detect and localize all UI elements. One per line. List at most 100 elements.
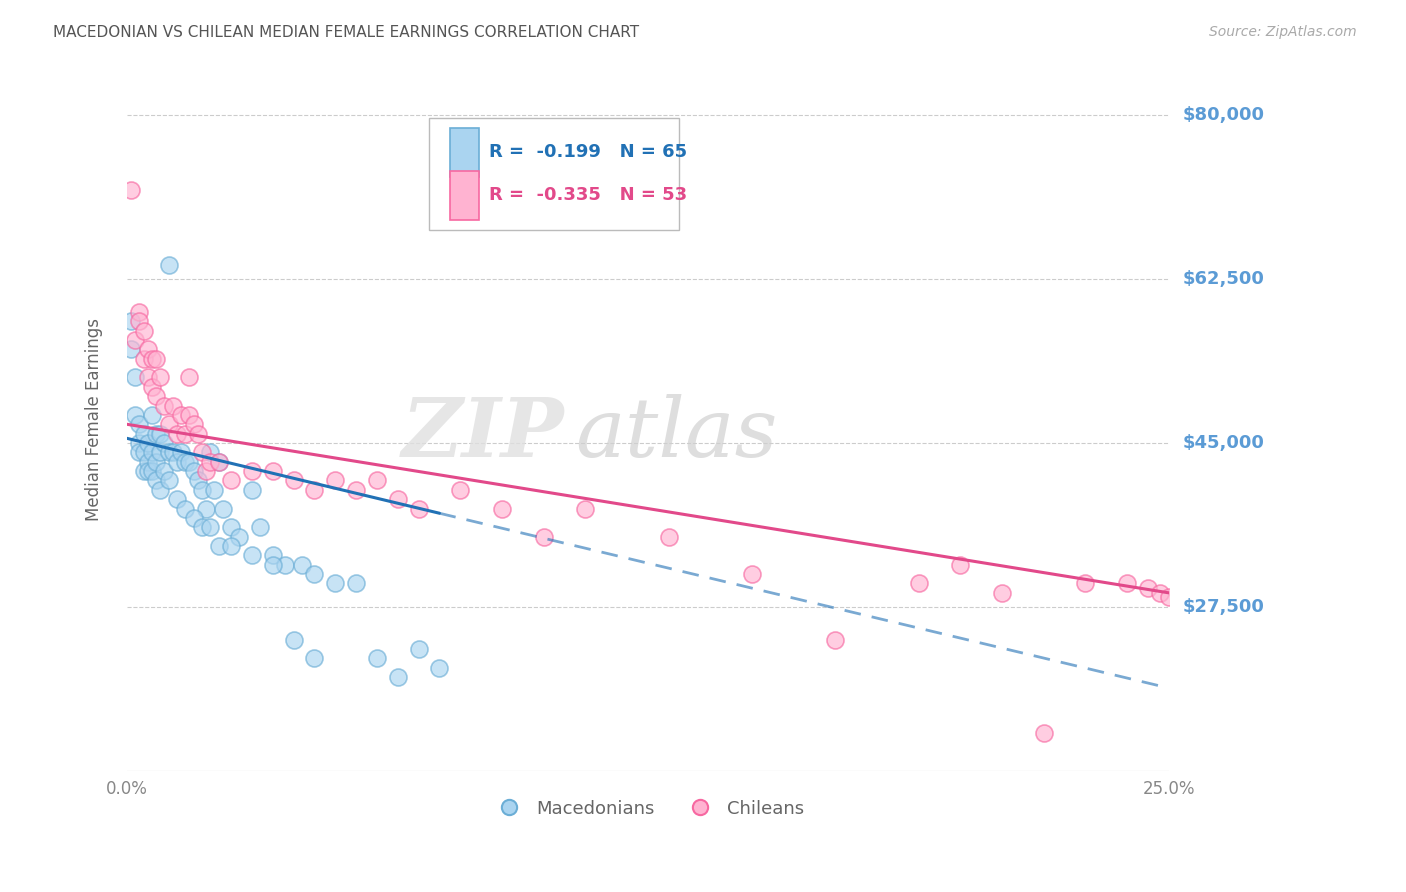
Point xyxy=(1032,726,1054,740)
Point xyxy=(195,464,218,478)
Point xyxy=(211,501,233,516)
Point xyxy=(128,445,150,459)
Point xyxy=(124,408,146,422)
Point xyxy=(120,314,142,328)
Text: $27,500: $27,500 xyxy=(1182,598,1264,615)
Point xyxy=(323,576,346,591)
Point xyxy=(187,474,209,488)
Point xyxy=(174,501,197,516)
Point xyxy=(187,426,209,441)
Point xyxy=(132,426,155,441)
Point xyxy=(174,455,197,469)
Point xyxy=(132,324,155,338)
Text: ZIP: ZIP xyxy=(402,393,564,474)
Point xyxy=(145,351,167,366)
Point xyxy=(153,464,176,478)
Point xyxy=(157,258,180,272)
Point xyxy=(1115,576,1137,591)
Point xyxy=(991,586,1014,600)
Point xyxy=(145,455,167,469)
Point xyxy=(120,183,142,197)
Text: atlas: atlas xyxy=(575,393,778,474)
Bar xyxy=(450,171,479,220)
Point xyxy=(491,501,513,516)
Point xyxy=(249,520,271,534)
Text: $45,000: $45,000 xyxy=(1182,434,1264,452)
Point xyxy=(149,483,172,497)
Point xyxy=(1149,586,1171,600)
Point xyxy=(149,370,172,384)
Text: Source: ZipAtlas.com: Source: ZipAtlas.com xyxy=(1209,25,1357,39)
Point xyxy=(141,445,163,459)
Point xyxy=(179,455,201,469)
Point xyxy=(228,530,250,544)
Point xyxy=(202,483,225,497)
Point xyxy=(283,632,305,647)
Point xyxy=(183,417,205,432)
Point xyxy=(262,464,284,478)
Point xyxy=(207,539,229,553)
Point xyxy=(219,539,242,553)
Point xyxy=(200,445,222,459)
Point xyxy=(741,567,763,582)
Legend: Macedonians, Chileans: Macedonians, Chileans xyxy=(484,792,811,825)
Point xyxy=(262,558,284,572)
Text: MACEDONIAN VS CHILEAN MEDIAN FEMALE EARNINGS CORRELATION CHART: MACEDONIAN VS CHILEAN MEDIAN FEMALE EARN… xyxy=(53,25,640,40)
Point xyxy=(179,370,201,384)
Y-axis label: Median Female Earnings: Median Female Earnings xyxy=(86,318,103,521)
Point xyxy=(949,558,972,572)
Point xyxy=(366,651,388,665)
Point xyxy=(162,399,184,413)
Point xyxy=(195,501,218,516)
Point xyxy=(136,343,159,357)
Point xyxy=(157,417,180,432)
Point xyxy=(141,351,163,366)
Point xyxy=(262,549,284,563)
Point xyxy=(145,474,167,488)
Point xyxy=(344,483,367,497)
Point xyxy=(136,370,159,384)
Point xyxy=(240,483,263,497)
Point xyxy=(157,474,180,488)
Point xyxy=(183,511,205,525)
Text: R =  -0.199   N = 65: R = -0.199 N = 65 xyxy=(489,144,688,161)
Point xyxy=(136,455,159,469)
Point xyxy=(1157,591,1180,605)
Point xyxy=(179,408,201,422)
Point xyxy=(1074,576,1097,591)
Point xyxy=(153,399,176,413)
Point xyxy=(191,445,214,459)
Point xyxy=(124,370,146,384)
Point xyxy=(157,445,180,459)
Point xyxy=(207,455,229,469)
Point xyxy=(200,455,222,469)
Text: $80,000: $80,000 xyxy=(1182,106,1264,124)
Point xyxy=(191,520,214,534)
Point xyxy=(274,558,297,572)
Point xyxy=(323,474,346,488)
Point xyxy=(408,642,430,657)
Point xyxy=(304,651,326,665)
Point xyxy=(153,436,176,450)
Point xyxy=(387,670,409,684)
Point xyxy=(141,408,163,422)
Point xyxy=(344,576,367,591)
Point xyxy=(141,380,163,394)
Point xyxy=(136,436,159,450)
Point xyxy=(408,501,430,516)
Text: $62,500: $62,500 xyxy=(1182,270,1264,288)
FancyBboxPatch shape xyxy=(429,118,679,230)
Point xyxy=(145,389,167,403)
Point xyxy=(366,474,388,488)
Point xyxy=(132,351,155,366)
Point xyxy=(162,445,184,459)
Point xyxy=(449,483,471,497)
Point xyxy=(149,445,172,459)
Point xyxy=(219,474,242,488)
Point xyxy=(429,661,451,675)
Point xyxy=(132,464,155,478)
Point xyxy=(174,426,197,441)
Point xyxy=(128,436,150,450)
Point xyxy=(170,408,193,422)
Point xyxy=(166,426,188,441)
